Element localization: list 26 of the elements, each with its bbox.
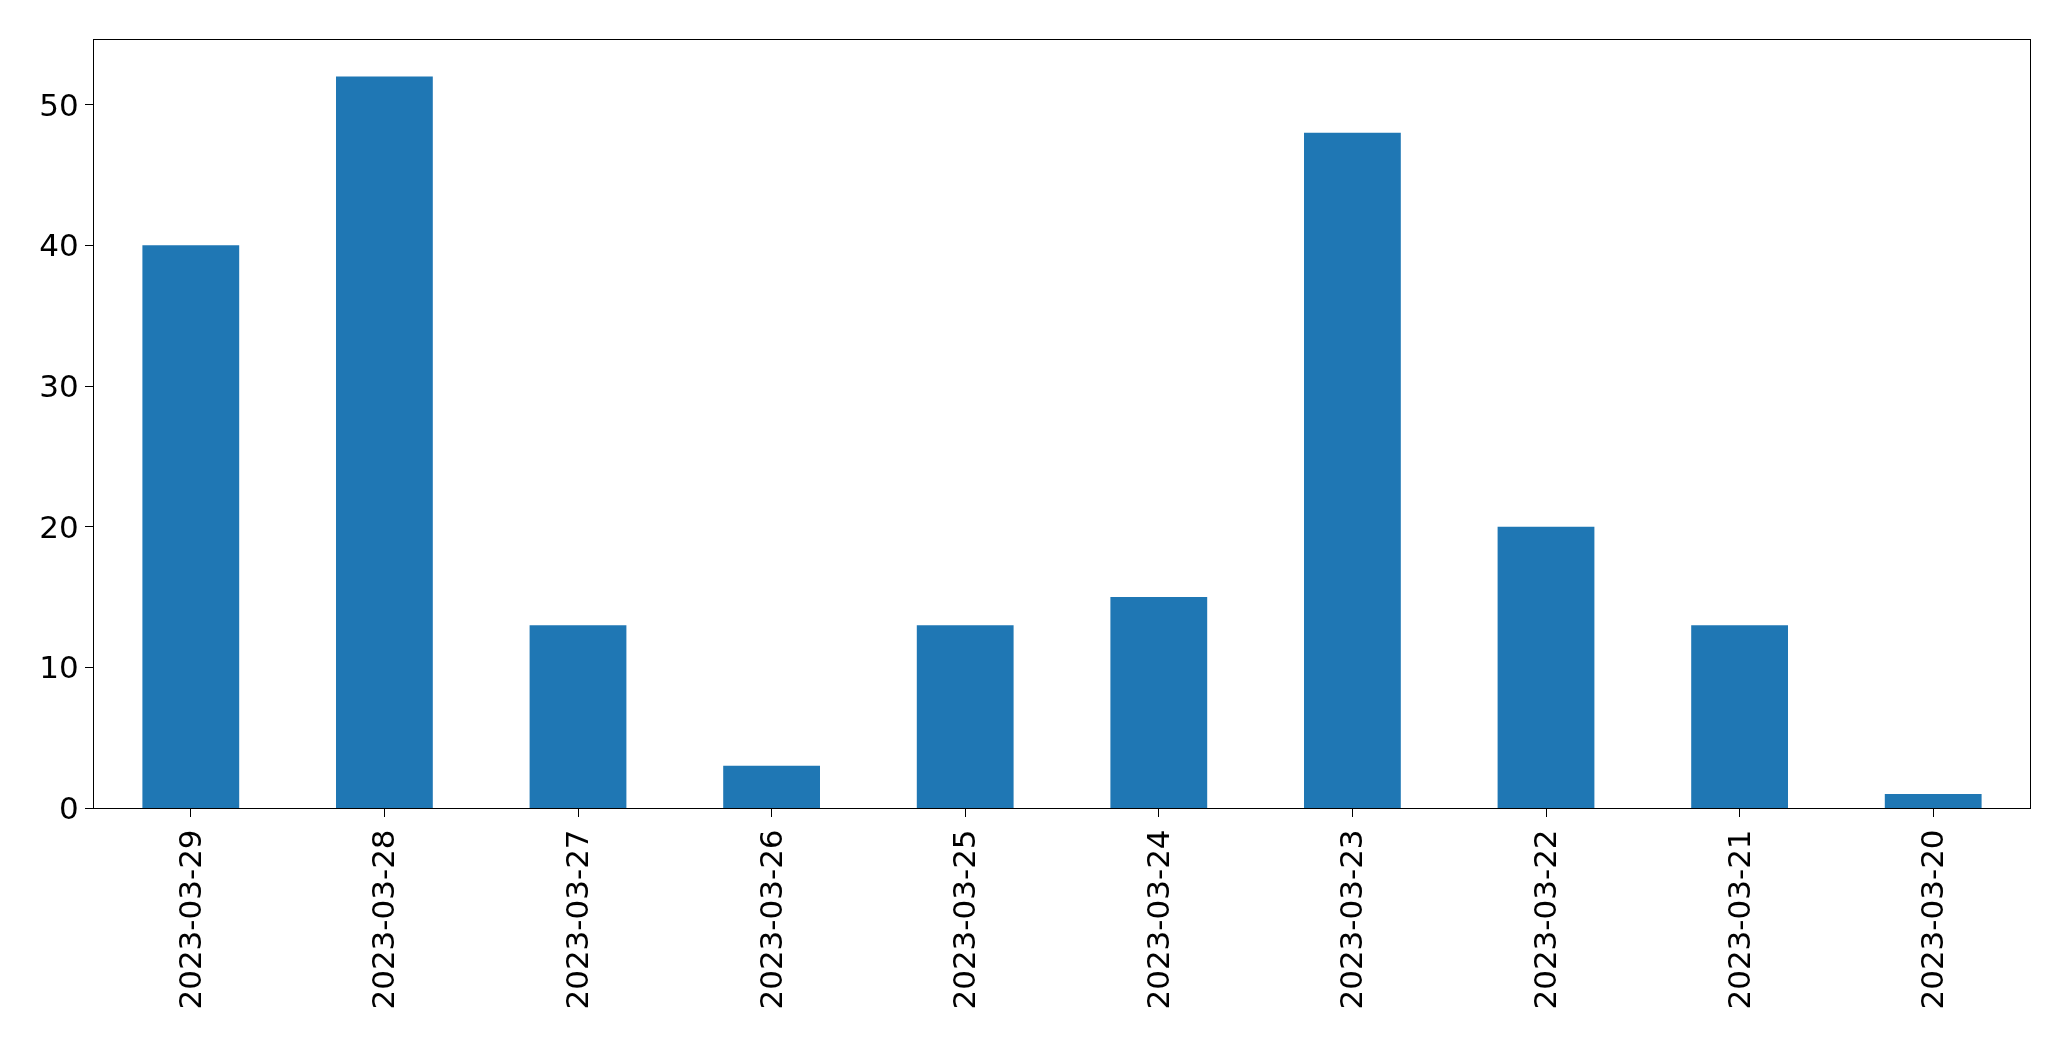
x-tick-label: 2023-03-20 bbox=[1914, 829, 1951, 1010]
y-tick-label: 40 bbox=[39, 227, 79, 264]
y-tick-label: 0 bbox=[59, 789, 79, 826]
y-tick-label: 30 bbox=[39, 367, 79, 404]
bar bbox=[1691, 625, 1788, 808]
bar bbox=[336, 76, 433, 808]
bar bbox=[529, 625, 627, 808]
bar bbox=[723, 765, 820, 808]
y-tick-label: 20 bbox=[39, 508, 79, 545]
bar bbox=[1110, 597, 1208, 808]
bar bbox=[142, 245, 240, 808]
y-tick-label: 10 bbox=[39, 649, 79, 686]
bar bbox=[1304, 132, 1401, 808]
y-tick-label: 50 bbox=[39, 86, 79, 123]
x-tick-label: 2023-03-28 bbox=[365, 829, 402, 1010]
x-tick-label: 2023-03-29 bbox=[171, 829, 208, 1010]
bar bbox=[1884, 793, 1982, 808]
x-tick-label: 2023-03-24 bbox=[1139, 829, 1176, 1010]
x-tick-label: 2023-03-23 bbox=[1333, 829, 1370, 1010]
x-tick-label: 2023-03-21 bbox=[1720, 829, 1757, 1010]
bar bbox=[916, 625, 1014, 808]
bar bbox=[1497, 526, 1595, 808]
x-tick-label: 2023-03-25 bbox=[946, 829, 983, 1010]
x-tick-label: 2023-03-27 bbox=[559, 829, 596, 1010]
x-tick-label: 2023-03-22 bbox=[1527, 829, 1564, 1010]
x-tick-label: 2023-03-26 bbox=[752, 829, 789, 1010]
